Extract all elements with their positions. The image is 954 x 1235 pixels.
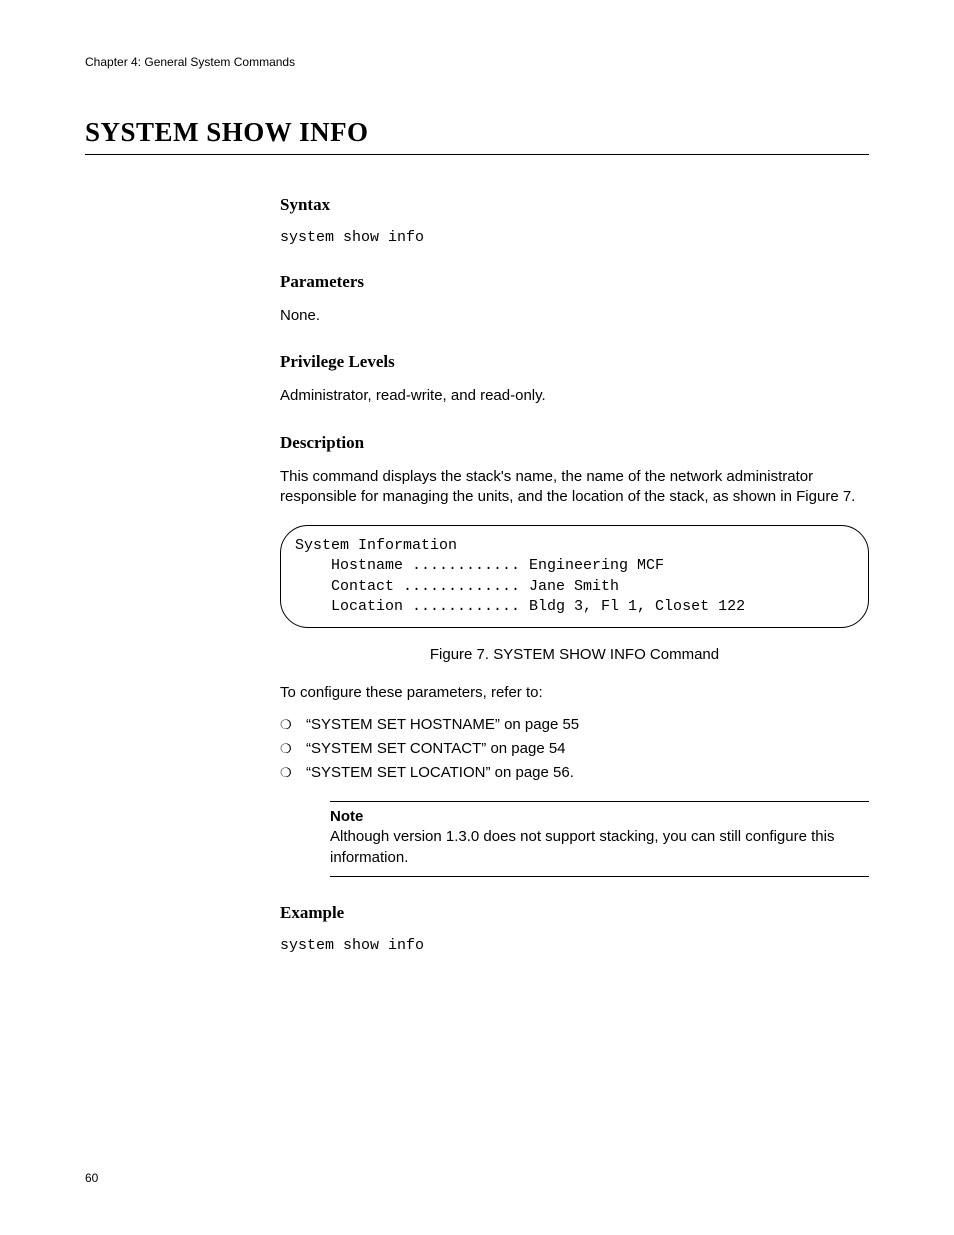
bullet-list: ❍ “SYSTEM SET HOSTNAME” on page 55 ❍ “SY… (280, 713, 869, 785)
content-area: Syntax system show info Parameters None.… (280, 195, 869, 954)
note-label: Note (330, 808, 869, 825)
figure-output-box: System Information Hostname ............… (280, 525, 869, 628)
running-header: Chapter 4: General System Commands (85, 55, 869, 69)
page-title: SYSTEM SHOW INFO (85, 117, 869, 155)
privilege-text: Administrator, read-write, and read-only… (280, 386, 869, 406)
parameters-text: None. (280, 306, 869, 326)
list-item: ❍ “SYSTEM SET HOSTNAME” on page 55 (280, 713, 869, 737)
page-number: 60 (85, 1171, 98, 1185)
syntax-heading: Syntax (280, 195, 869, 215)
bullet-icon: ❍ (280, 761, 306, 784)
bullet-icon: ❍ (280, 737, 306, 760)
privilege-heading: Privilege Levels (280, 352, 869, 372)
parameters-heading: Parameters (280, 272, 869, 292)
note-text: Although version 1.3.0 does not support … (330, 827, 869, 868)
list-item-text: “SYSTEM SET LOCATION” on page 56. (306, 761, 574, 785)
example-code: system show info (280, 937, 869, 954)
description-heading: Description (280, 433, 869, 453)
refer-text: To configure these parameters, refer to: (280, 683, 869, 703)
bullet-icon: ❍ (280, 713, 306, 736)
list-item-text: “SYSTEM SET CONTACT” on page 54 (306, 737, 566, 761)
figure-caption: Figure 7. SYSTEM SHOW INFO Command (280, 646, 869, 663)
description-intro: This command displays the stack's name, … (280, 467, 869, 508)
syntax-code: system show info (280, 229, 869, 246)
note-block: Note Although version 1.3.0 does not sup… (330, 801, 869, 877)
list-item: ❍ “SYSTEM SET CONTACT” on page 54 (280, 737, 869, 761)
list-item: ❍ “SYSTEM SET LOCATION” on page 56. (280, 761, 869, 785)
list-item-text: “SYSTEM SET HOSTNAME” on page 55 (306, 713, 579, 737)
example-heading: Example (280, 903, 869, 923)
